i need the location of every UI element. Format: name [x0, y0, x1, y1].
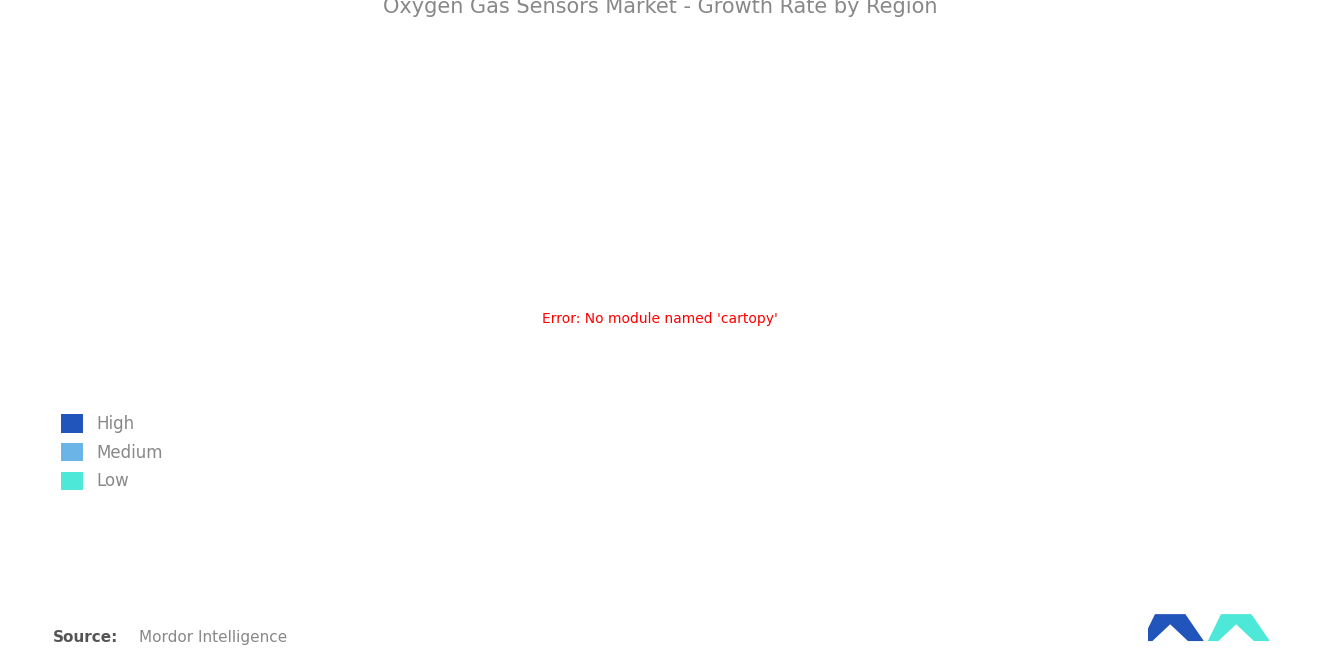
- Polygon shape: [1142, 614, 1204, 641]
- Text: Source:: Source:: [53, 630, 119, 645]
- Polygon shape: [1208, 614, 1270, 641]
- Title: Oxygen Gas Sensors Market - Growth Rate by Region: Oxygen Gas Sensors Market - Growth Rate …: [383, 0, 937, 17]
- Legend: High, Medium, Low: High, Medium, Low: [61, 414, 162, 490]
- Text: Error: No module named 'cartopy': Error: No module named 'cartopy': [543, 312, 777, 327]
- Text: Mordor Intelligence: Mordor Intelligence: [139, 630, 286, 645]
